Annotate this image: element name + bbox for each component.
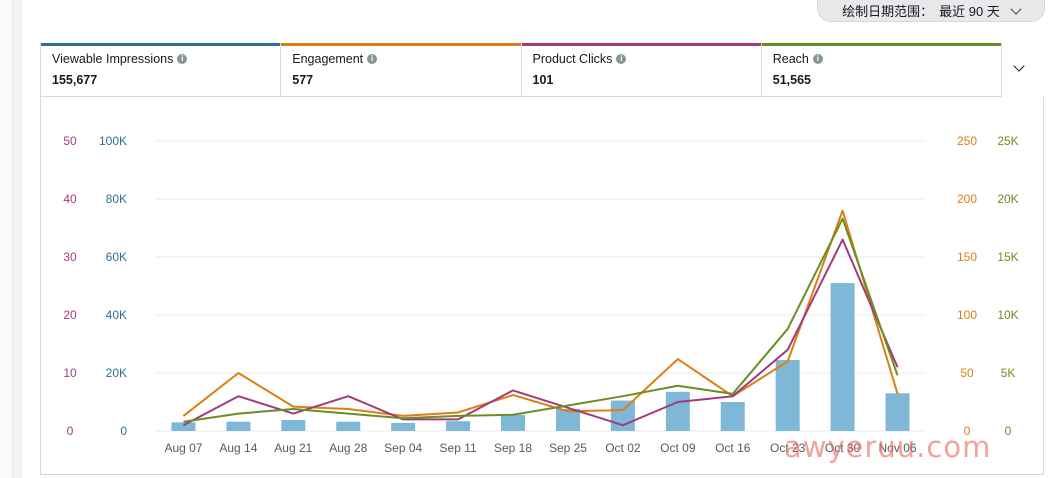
x-tick-label: Aug 14 <box>219 441 257 455</box>
bar <box>281 419 306 431</box>
axis-tick-label: 100 <box>957 308 977 322</box>
metric-color-bar <box>281 43 521 46</box>
metric-tile-engagement[interactable]: Engagement i 577 <box>280 43 521 97</box>
date-range-dropdown[interactable]: 绘制日期范围： 最近 90 天 <box>817 0 1045 22</box>
axis-tick-label: 10 <box>63 366 77 380</box>
bar <box>775 359 800 431</box>
info-icon[interactable]: i <box>177 54 188 64</box>
axis-tick-label: 50 <box>960 366 974 380</box>
chart-axes: 0 10 20 30 40 50 0 20K 40K 60K 80K 100K 0 50 100 150 200… <box>63 134 1018 455</box>
x-tick-label: Sep 18 <box>494 441 532 455</box>
axis-tick-label: 40 <box>63 192 77 206</box>
series-line <box>182 209 899 417</box>
metric-label: Viewable Impressions <box>52 52 174 66</box>
left-gutter <box>0 0 13 478</box>
axis-tick-label: 0 <box>1005 424 1012 438</box>
date-range-value: 最近 90 天 <box>939 4 1000 19</box>
chart-container <box>40 97 1044 475</box>
bar <box>446 421 471 431</box>
x-tick-label: Oct 16 <box>715 441 751 455</box>
axis-tick-label: 0 <box>120 424 127 438</box>
metric-tile-viewable-impressions[interactable]: Viewable Impressions i 155,677 <box>40 43 281 97</box>
bar <box>720 402 745 431</box>
axis-tick-label: 0 <box>67 424 74 438</box>
x-tick-label: Oct 09 <box>660 441 696 455</box>
axis-tick-label: 10K <box>997 308 1018 322</box>
axis-tick-label: 150 <box>957 250 977 264</box>
axis-tick-label: 30 <box>63 250 77 264</box>
axis-tick-label: 20 <box>63 308 77 322</box>
bar <box>665 391 690 431</box>
metric-tiles: Viewable Impressions i 155,677 Engagement… <box>40 43 1002 97</box>
metric-value: 155,677 <box>52 73 98 87</box>
series-line <box>183 217 899 423</box>
info-icon[interactable]: i <box>616 54 627 64</box>
metric-label: Product Clicks <box>532 52 613 66</box>
metric-label: Engagement <box>292 52 364 66</box>
bar <box>171 422 196 431</box>
x-tick-label: Oct 30 <box>825 441 861 455</box>
x-tick-label: Sep 25 <box>549 441 587 455</box>
axis-tick-label: 80K <box>106 192 127 206</box>
axis-tick-label: 5K <box>1001 366 1016 380</box>
axis-tick-label: 20K <box>997 192 1018 206</box>
x-tick-label: Sep 04 <box>384 441 422 455</box>
bar-series <box>171 283 910 431</box>
x-tick-label: Oct 02 <box>605 441 641 455</box>
bar <box>885 393 910 431</box>
metric-tile-reach[interactable]: Reach i 51,565 <box>760 43 1002 97</box>
bar <box>501 414 526 431</box>
x-tick-label: Aug 28 <box>329 441 367 455</box>
x-tick-label: Nov 06 <box>879 441 917 455</box>
axis-tick-label: 40K <box>106 308 127 322</box>
metric-value: 101 <box>532 73 554 87</box>
info-icon[interactable]: i <box>812 54 823 64</box>
axis-tick-label: 60K <box>106 250 127 264</box>
axis-tick-label: 100K <box>99 134 127 148</box>
x-tick-label: Oct 23 <box>770 441 806 455</box>
bar <box>555 408 580 431</box>
x-tick-label: Aug 07 <box>164 441 202 455</box>
metric-value: 577 <box>292 73 314 87</box>
watermark: awyeruu.com <box>784 430 992 464</box>
bar <box>830 283 855 431</box>
axis-tick-label: 250 <box>957 134 977 148</box>
axis-tick-label: 20K <box>106 366 127 380</box>
x-tick-label: Aug 21 <box>274 441 312 455</box>
metric-label: Reach <box>772 52 809 66</box>
metric-color-bar <box>761 43 1001 46</box>
bar <box>610 400 635 431</box>
line-series <box>182 209 899 427</box>
date-range-label: 绘制日期范围： <box>842 4 934 19</box>
axis-tick-label: 200 <box>957 192 977 206</box>
metric-color-bar <box>521 43 761 46</box>
bar <box>391 422 416 431</box>
x-tick-label: Sep 11 <box>440 441 477 455</box>
axis-tick-label: 15K <box>997 250 1018 264</box>
metric-value: 51,565 <box>772 73 811 87</box>
axis-tick-label: 50 <box>63 134 77 148</box>
axis-tick-label: 0 <box>964 424 971 438</box>
bar <box>336 421 361 431</box>
metric-tile-product-clicks[interactable]: Product Clicks i 101 <box>520 43 761 97</box>
metric-color-bar <box>41 43 281 46</box>
info-icon[interactable]: i <box>367 54 378 64</box>
bar <box>226 421 251 431</box>
axis-tick-label: 25K <box>997 134 1018 148</box>
